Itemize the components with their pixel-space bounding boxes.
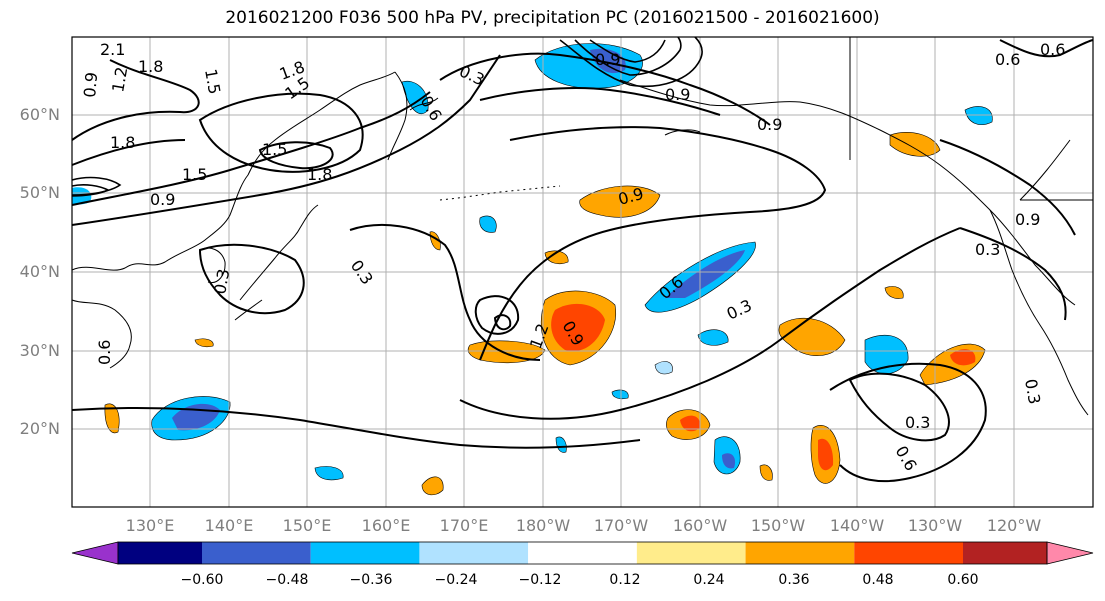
pv-label: 2.1: [100, 40, 125, 59]
pv-label: 0.3: [1021, 377, 1044, 405]
lat-label: 60°N: [19, 105, 60, 124]
lon-label: 160°W: [672, 516, 728, 535]
pv-label: 1.8: [307, 165, 332, 184]
colorbar-under-arrow: [71, 541, 119, 565]
colorbar-segment: [528, 542, 637, 564]
pv-label: 0.3: [905, 413, 930, 432]
colorbar-segment: [310, 542, 420, 564]
lat-label: 50°N: [19, 183, 60, 202]
colorbar-segment: [636, 542, 746, 564]
pv-label: 1.5: [262, 140, 287, 159]
map-panel: 2.1 1.8 1.5 1.2 0.9 1.8 1.5 1.8 1.5 1.5 …: [71, 36, 1094, 508]
pv-label: 0.6: [995, 50, 1020, 69]
colorbar-tick: −0.60: [180, 572, 224, 588]
colorbar-tick: −0.12: [518, 572, 562, 588]
lon-label: 120°W: [986, 516, 1042, 535]
colorbar-over-arrow: [1046, 541, 1094, 565]
lon-label: 180°W: [515, 516, 571, 535]
colorbar-tick: 0.60: [947, 572, 979, 588]
lat-label: 30°N: [19, 341, 60, 360]
pv-label: 0.9: [80, 71, 101, 98]
coastlines: [71, 37, 1093, 416]
colorbar-tick: 0.48: [862, 572, 894, 588]
colorbar-tick: 0.24: [693, 572, 725, 588]
lon-label: 170°W: [593, 516, 649, 535]
pv-label: 1.2: [108, 65, 131, 93]
colorbar-segment: [118, 542, 202, 564]
colorbar: [71, 541, 1094, 565]
colorbar-tick: −0.36: [349, 572, 393, 588]
pv-label: 0.3: [210, 267, 233, 295]
lat-label: 20°N: [19, 419, 60, 438]
pv-label: 0.9: [150, 190, 175, 209]
lon-label: 140°E: [204, 516, 254, 535]
pv-label: 1.5: [201, 67, 224, 95]
map-border: [71, 36, 1094, 508]
lon-label: 160°E: [361, 516, 411, 535]
lon-label: 130°E: [125, 516, 175, 535]
lon-label: 150°E: [282, 516, 332, 535]
colorbar-tick: −0.24: [434, 572, 478, 588]
lon-label: 150°W: [750, 516, 806, 535]
lon-label: 130°W: [907, 516, 963, 535]
colorbar-segment: [854, 542, 963, 564]
colorbar-segment: [745, 542, 855, 564]
pv-label: 1.8: [110, 133, 135, 152]
graticule: [72, 37, 1093, 507]
colorbar-tick: 0.36: [778, 572, 810, 588]
pv-label: 0.6: [95, 340, 114, 365]
pv-label: 0.9: [595, 50, 620, 69]
pv-label: 0.9: [665, 85, 690, 104]
colorbar-tick: 0.12: [609, 572, 641, 588]
pv-label: 0.9: [1015, 210, 1040, 229]
colorbar-segment: [202, 542, 311, 564]
pv-label: 0.6: [1040, 40, 1065, 59]
pv-label: 1.5: [182, 165, 207, 184]
colorbar-tick: −0.48: [265, 572, 309, 588]
pv-label: 0.3: [975, 240, 1000, 259]
lat-label: 40°N: [19, 262, 60, 281]
lon-label: 170°E: [439, 516, 489, 535]
pv-contours: [71, 39, 1094, 483]
pv-label: 0.9: [757, 115, 782, 134]
colorbar-segment: [419, 542, 529, 564]
map-title: 2016021200 F036 500 hPa PV, precipitatio…: [225, 8, 880, 28]
pv-label: 1.8: [138, 57, 163, 76]
colorbar-segment: [963, 542, 1047, 564]
lon-label: 140°W: [829, 516, 885, 535]
pv-contour-cluster: [71, 36, 703, 197]
